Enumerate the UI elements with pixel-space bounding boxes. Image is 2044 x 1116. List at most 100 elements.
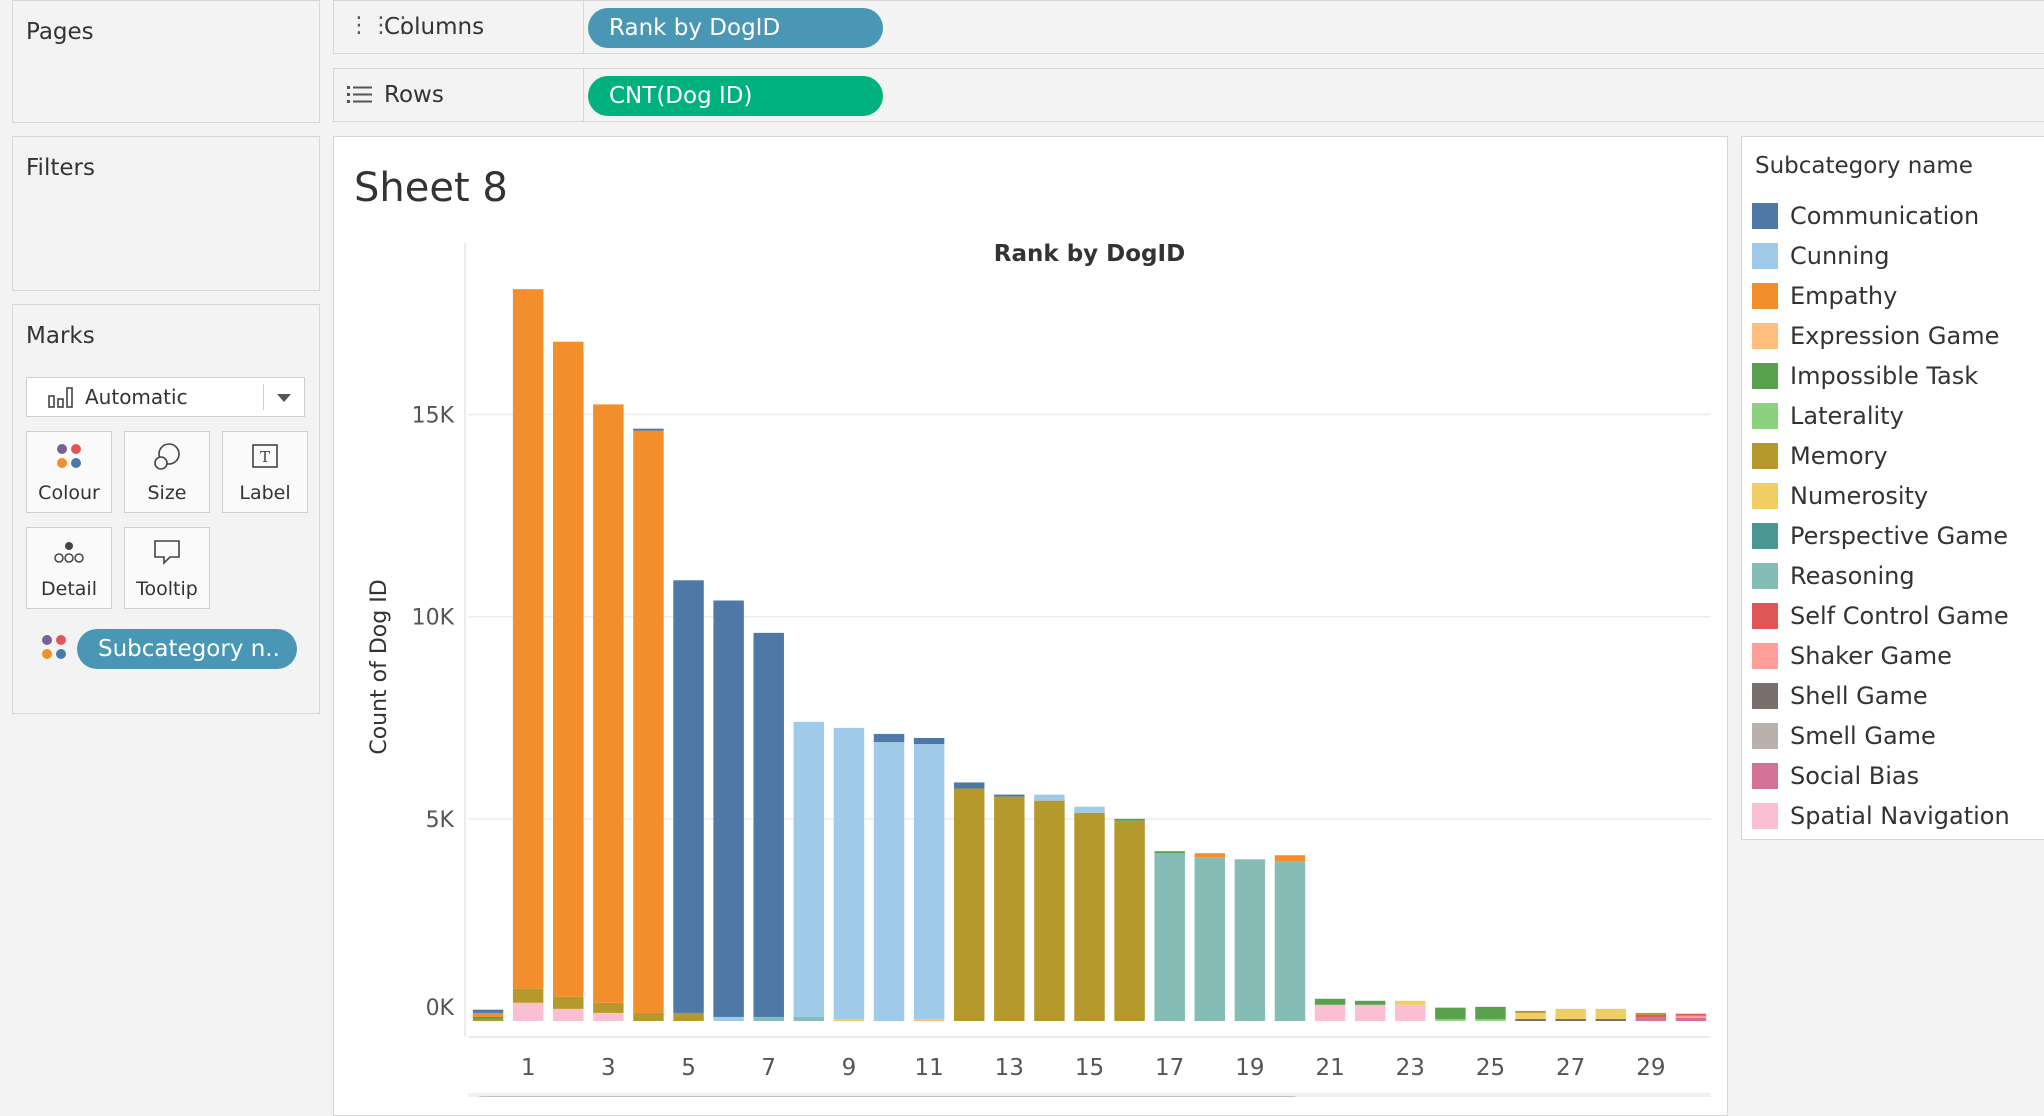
legend-swatch xyxy=(1752,523,1778,549)
bar-segment[interactable] xyxy=(1555,1018,1586,1021)
bar-segment[interactable] xyxy=(1114,820,1145,1021)
legend-swatch xyxy=(1752,643,1778,669)
bar-segment[interactable] xyxy=(593,1002,624,1013)
bar-segment[interactable] xyxy=(1675,1017,1707,1021)
bar-segment[interactable] xyxy=(994,796,1025,1021)
size-icon xyxy=(154,443,180,470)
legend-label: Empathy xyxy=(1790,282,1898,310)
bar-segment[interactable] xyxy=(1395,1004,1426,1021)
bar-segment[interactable] xyxy=(753,1016,784,1021)
legend-swatch xyxy=(1752,403,1778,429)
bar-segment[interactable] xyxy=(1635,1014,1667,1017)
scrollbar-thumb[interactable] xyxy=(475,1096,1300,1097)
bar-segment[interactable] xyxy=(1475,1006,1506,1019)
bar-segment[interactable] xyxy=(1154,853,1185,1021)
filters-title: Filters xyxy=(26,155,95,181)
bar-segment[interactable] xyxy=(1194,853,1226,858)
sheet-title: Sheet 8 xyxy=(354,165,508,211)
label-button[interactable]: T Label xyxy=(222,431,308,513)
bar-segment[interactable] xyxy=(913,737,945,745)
svg-text:T: T xyxy=(260,448,270,466)
x-tick-label: 15 xyxy=(1075,1055,1104,1081)
bar-segment[interactable] xyxy=(1515,1010,1546,1013)
colour-button[interactable]: Colour xyxy=(26,431,112,513)
bar-segment[interactable] xyxy=(512,289,544,989)
bar-segment[interactable] xyxy=(753,632,784,1017)
legend-label: Shaker Game xyxy=(1790,642,1952,670)
bar-segment[interactable] xyxy=(633,428,664,431)
detail-icon xyxy=(54,542,84,563)
size-button[interactable]: Size xyxy=(124,431,210,513)
bar-segment[interactable] xyxy=(1675,1015,1707,1018)
bar-segment[interactable] xyxy=(793,721,825,1017)
colour-field-icon xyxy=(42,635,66,659)
bar-segment[interactable] xyxy=(1515,1012,1546,1019)
bar-segment[interactable] xyxy=(472,1018,504,1021)
columns-pill[interactable]: Rank by DogID xyxy=(588,8,883,48)
bar-segment[interactable] xyxy=(1354,1004,1386,1021)
bar-segment[interactable] xyxy=(512,1002,544,1021)
rows-pill[interactable]: CNT(Dog ID) xyxy=(588,76,883,116)
bar-segment[interactable] xyxy=(472,1012,504,1017)
bar-segment[interactable] xyxy=(1034,794,1065,801)
bar-segment[interactable] xyxy=(953,788,985,1021)
bar-segment[interactable] xyxy=(1274,855,1306,862)
bar-segment[interactable] xyxy=(1595,1018,1626,1021)
bar-segment[interactable] xyxy=(1114,818,1145,821)
bar-segment[interactable] xyxy=(1314,1004,1346,1021)
bar-segment[interactable] xyxy=(553,341,584,997)
bar-segment[interactable] xyxy=(1354,1000,1386,1005)
bar-segment[interactable] xyxy=(673,1012,704,1021)
bar-segment[interactable] xyxy=(713,600,744,1017)
bar-segment[interactable] xyxy=(512,988,544,1003)
bar-segment[interactable] xyxy=(633,1012,664,1021)
filters-panel[interactable]: Filters xyxy=(12,136,320,291)
bar-segment[interactable] xyxy=(1675,1013,1707,1016)
bar-segment[interactable] xyxy=(593,404,624,1003)
bar-segment[interactable] xyxy=(1555,1008,1586,1019)
colour-field-pill[interactable]: Subcategory n.. xyxy=(77,629,297,669)
bar-segment[interactable] xyxy=(953,782,985,789)
bar-segment[interactable] xyxy=(713,1016,744,1021)
bar-segment[interactable] xyxy=(1515,1018,1546,1021)
bar-segment[interactable] xyxy=(472,1016,504,1019)
bar-segment[interactable] xyxy=(1435,1018,1466,1021)
bar-segment[interactable] xyxy=(472,1009,504,1013)
bar-segment[interactable] xyxy=(1274,861,1306,1021)
legend-label: Expression Game xyxy=(1790,322,2000,350)
bar-segment[interactable] xyxy=(673,580,704,1013)
bar-segment[interactable] xyxy=(1395,1000,1426,1005)
bar-segment[interactable] xyxy=(593,1012,624,1021)
bar-segment[interactable] xyxy=(1074,806,1105,813)
bar-segment[interactable] xyxy=(553,1008,584,1021)
detail-button[interactable]: Detail xyxy=(26,527,112,609)
bar-segment[interactable] xyxy=(1154,851,1185,854)
chart-title: Rank by DogID xyxy=(994,241,1185,267)
bar-segment[interactable] xyxy=(1635,1016,1667,1021)
legend-swatch xyxy=(1752,803,1778,829)
mark-type-dropdown[interactable]: Automatic xyxy=(26,377,305,417)
bar-segment[interactable] xyxy=(913,744,945,1019)
bar-segment[interactable] xyxy=(633,430,664,1013)
bar-segment[interactable] xyxy=(1314,998,1346,1005)
bar-segment[interactable] xyxy=(873,733,905,743)
bar-segment[interactable] xyxy=(1074,812,1105,1021)
bar-segment[interactable] xyxy=(1034,800,1065,1021)
bar-segment[interactable] xyxy=(1475,1018,1506,1021)
bar-segment[interactable] xyxy=(833,1018,865,1021)
bar-segment[interactable] xyxy=(873,742,905,1021)
bar-segment[interactable] xyxy=(994,794,1025,797)
bar-segment[interactable] xyxy=(1435,1007,1466,1019)
tooltip-button[interactable]: Tooltip xyxy=(124,527,210,609)
y-tick-label: 15K xyxy=(412,404,455,429)
bar-segment[interactable] xyxy=(1194,857,1226,1021)
bar-segment[interactable] xyxy=(1635,1012,1667,1015)
bar-segment[interactable] xyxy=(793,1016,825,1021)
bar-segment[interactable] xyxy=(1595,1008,1626,1019)
scrollbar-track[interactable] xyxy=(468,1093,1711,1097)
bar-segment[interactable] xyxy=(1234,859,1266,1021)
bar-segment[interactable] xyxy=(833,727,865,1019)
bar-segment[interactable] xyxy=(553,996,584,1009)
bar-segment[interactable] xyxy=(913,1018,945,1021)
